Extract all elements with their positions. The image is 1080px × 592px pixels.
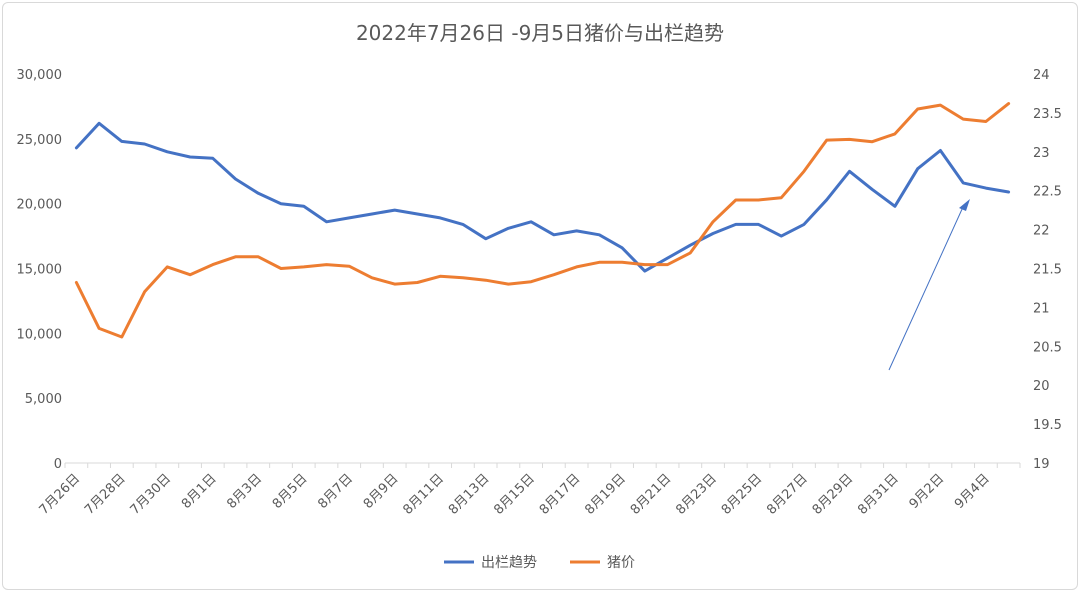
y-left-tick-label: 30,000 (17, 68, 63, 83)
y-left-tick-label: 25,000 (17, 133, 63, 148)
annotation-arrow-line (888, 206, 964, 371)
legend-label-2: 猪价 (607, 555, 635, 571)
x-tick-label: 8月5日 (270, 471, 311, 512)
x-tick-label: 8月9日 (361, 471, 402, 512)
x-tick-label: 8月21日 (628, 471, 675, 518)
x-tick-label: 8月7日 (315, 471, 356, 512)
y-left-tick-label: 0 (54, 457, 62, 472)
y-left-tick-label: 15,000 (17, 263, 63, 278)
y-right-tick-label: 21.5 (1033, 263, 1062, 278)
annotation-layer (888, 199, 970, 371)
y-left-tick-label: 20,000 (17, 198, 63, 213)
axes: 0 5,000 10,000 15,000 20,000 25,000 30,000 19 19… (17, 68, 1062, 518)
x-tick-label: 8月23日 (673, 471, 720, 518)
x-tick-label: 7月26日 (37, 471, 84, 518)
x-tick-label: 8月29日 (810, 471, 857, 518)
x-tick-label: 8月27日 (764, 471, 811, 518)
x-tick-label: 9月2日 (907, 471, 948, 512)
x-tick-label: 8月13日 (446, 471, 493, 518)
chart-title: 2022年7月26日 -9月5日猪价与出栏趋势 (356, 21, 724, 45)
x-tick-label: 8月25日 (719, 471, 766, 518)
y-right-tick-label: 23.5 (1033, 107, 1062, 122)
y-right-tick-label: 20 (1033, 379, 1050, 394)
series-layer (74, 102, 1011, 339)
x-tick-label: 8月3日 (224, 471, 265, 512)
y-right-tick-label: 19.5 (1033, 418, 1062, 433)
y-right-tick-label: 23 (1033, 146, 1050, 161)
x-tick-label: 7月30日 (128, 471, 175, 518)
y-right-tick-label: 22.5 (1033, 185, 1062, 200)
x-tick-label: 8月1日 (179, 471, 220, 512)
legend: 出栏趋势 猪价 (444, 555, 635, 571)
y-left-tick-label: 5,000 (25, 392, 62, 407)
x-tick-label: 8月11日 (400, 471, 447, 518)
x-tick-label: 8月19日 (582, 471, 629, 518)
y-left-tick-label: 10,000 (17, 327, 63, 342)
x-tick-label: 9月4日 (952, 471, 993, 512)
x-tick-label: 8月15日 (491, 471, 538, 518)
legend-label-1: 出栏趋势 (481, 555, 537, 571)
series-line-2 (74, 102, 1011, 339)
y-right-tick-label: 21 (1033, 301, 1050, 316)
series-line-1 (74, 121, 1011, 273)
y-right-tick-label: 22 (1033, 224, 1050, 239)
y-right-tick-label: 24 (1033, 68, 1050, 83)
x-tick-label: 7月28日 (82, 471, 129, 518)
y-right-tick-label: 19 (1033, 457, 1050, 472)
y-right-tick-label: 20.5 (1033, 340, 1062, 355)
x-tick-label: 8月17日 (537, 471, 584, 518)
x-tick-label: 8月31日 (855, 471, 902, 518)
annotation-arrow-head (959, 199, 970, 211)
